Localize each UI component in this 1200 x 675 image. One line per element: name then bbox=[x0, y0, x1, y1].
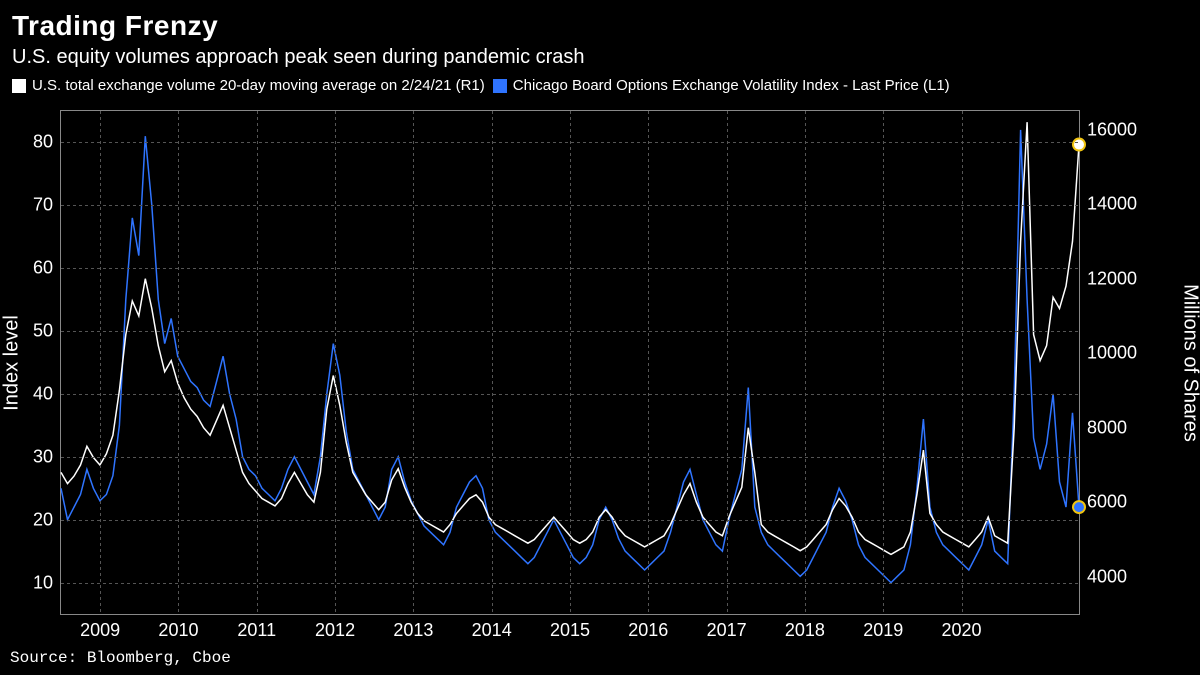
source-attribution: Source: Bloomberg, Cboe bbox=[10, 649, 231, 667]
y-right-tick: 10000 bbox=[1087, 343, 1137, 364]
y-left-tick: 70 bbox=[33, 195, 53, 216]
x-tick: 2009 bbox=[80, 620, 120, 641]
x-tick: 2011 bbox=[237, 620, 276, 641]
y-left-tick: 30 bbox=[33, 446, 53, 467]
y-right-tick: 6000 bbox=[1087, 492, 1127, 513]
y-left-tick: 40 bbox=[33, 383, 53, 404]
legend-swatch-icon bbox=[12, 79, 26, 93]
y-left-tick: 10 bbox=[33, 572, 53, 593]
y-axis-left-label: Index level bbox=[1, 315, 24, 411]
y-left-tick: 80 bbox=[33, 132, 53, 153]
y-left-tick: 20 bbox=[33, 509, 53, 530]
legend-swatch-icon bbox=[493, 79, 507, 93]
x-tick: 2010 bbox=[158, 620, 198, 641]
y-right-tick: 12000 bbox=[1087, 268, 1137, 289]
y-left-tick: 50 bbox=[33, 321, 53, 342]
x-tick: 2016 bbox=[628, 620, 668, 641]
x-tick: 2013 bbox=[393, 620, 433, 641]
y-right-tick: 8000 bbox=[1087, 417, 1127, 438]
x-tick: 2019 bbox=[863, 620, 903, 641]
legend-label: Chicago Board Options Exchange Volatilit… bbox=[513, 77, 950, 94]
end-marker bbox=[1073, 501, 1085, 513]
chart-title: Trading Frenzy bbox=[12, 10, 1188, 42]
legend-label: U.S. total exchange volume 20-day moving… bbox=[32, 77, 485, 94]
y-left-tick: 60 bbox=[33, 258, 53, 279]
legend: U.S. total exchange volume 20-day moving… bbox=[0, 69, 1200, 98]
y-right-tick: 4000 bbox=[1087, 566, 1127, 587]
x-tick: 2017 bbox=[707, 620, 747, 641]
y-right-tick: 16000 bbox=[1087, 119, 1137, 140]
end-marker bbox=[1073, 139, 1085, 151]
y-right-tick: 14000 bbox=[1087, 194, 1137, 215]
x-tick: 2012 bbox=[315, 620, 355, 641]
chart-subtitle: U.S. equity volumes approach peak seen d… bbox=[12, 46, 1188, 69]
legend-item-volume: U.S. total exchange volume 20-day moving… bbox=[12, 77, 485, 94]
x-tick: 2015 bbox=[550, 620, 590, 641]
y-axis-right-label: Millions of Shares bbox=[1179, 284, 1200, 442]
legend-item-vix: Chicago Board Options Exchange Volatilit… bbox=[493, 77, 950, 94]
plot-area: 1020304050607080400060008000100001200014… bbox=[60, 110, 1080, 615]
x-tick: 2018 bbox=[785, 620, 825, 641]
chart-area: 1020304050607080400060008000100001200014… bbox=[60, 110, 1080, 615]
x-tick: 2020 bbox=[942, 620, 982, 641]
x-tick: 2014 bbox=[472, 620, 512, 641]
